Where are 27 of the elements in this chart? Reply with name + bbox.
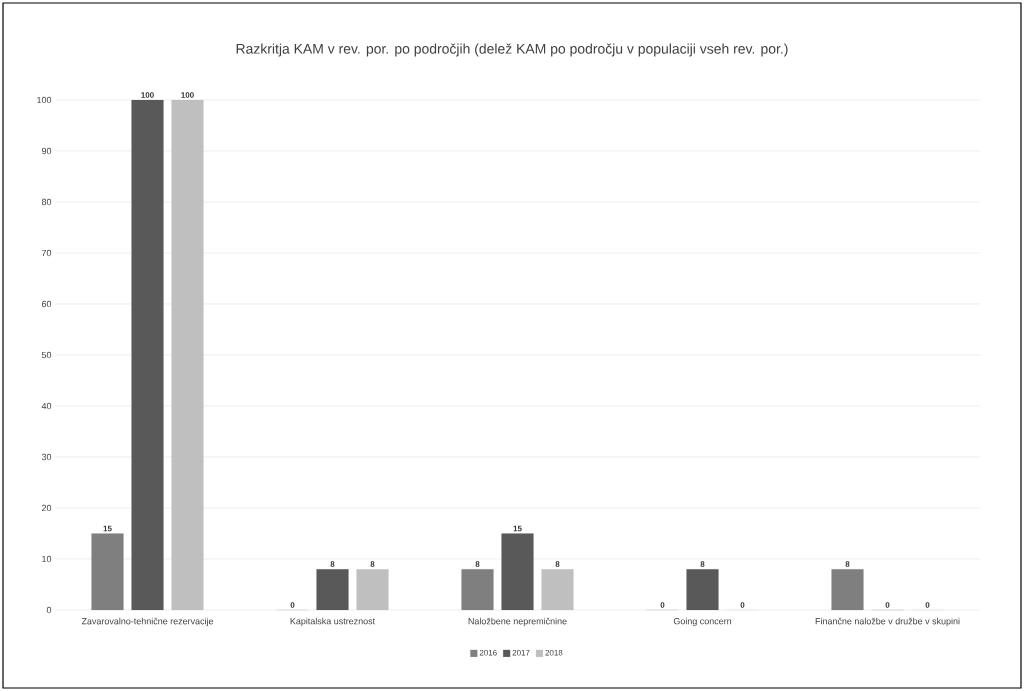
- bar: [356, 569, 389, 611]
- chart-title: Razkritja KAM v rev. por. po področjih (delež KAM po področju v populaciji vseh rev. por.): [236, 43, 788, 57]
- x-tick-label: Zavarovalno-tehnične rezervacije: [81, 617, 214, 627]
- bar: [501, 533, 534, 611]
- y-tick-label: 50: [41, 351, 52, 359]
- x-tick-label: Going concern: [673, 617, 732, 627]
- bar: [541, 569, 574, 611]
- y-tick-label: 100: [37, 96, 52, 104]
- bar: [316, 569, 349, 611]
- bar: [131, 99, 164, 611]
- bar: [686, 569, 719, 611]
- y-tick-label: 80: [41, 198, 52, 206]
- x-tick-label: Finančne naložbe v družbe v skupini: [815, 617, 960, 627]
- y-tick-label: 40: [41, 402, 52, 410]
- bar: [91, 533, 124, 611]
- y-tick-label: 70: [41, 249, 52, 257]
- bar: [831, 569, 864, 611]
- x-tick-label: Naložbene nepremičnine: [468, 617, 567, 627]
- bar: [461, 569, 494, 611]
- y-tick-label: 90: [41, 147, 52, 155]
- y-tick-label: 60: [41, 300, 52, 308]
- y-tick-label: 30: [41, 453, 52, 461]
- x-tick-label: Kapitalska ustreznost: [290, 617, 376, 627]
- y-tick-label: 0: [46, 606, 52, 614]
- y-tick-label: 20: [41, 504, 52, 512]
- bar: [171, 99, 204, 611]
- y-tick-label: 10: [42, 555, 52, 563]
